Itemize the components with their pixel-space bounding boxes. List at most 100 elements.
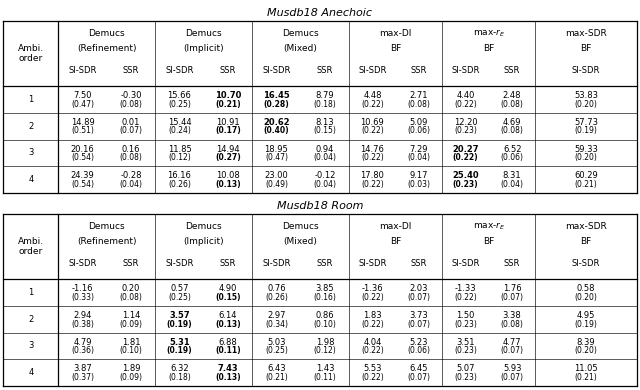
Text: (0.37): (0.37) <box>71 373 94 382</box>
Text: (0.23): (0.23) <box>454 346 477 355</box>
Text: 59.33: 59.33 <box>574 145 598 154</box>
Text: (Mixed): (Mixed) <box>284 44 317 53</box>
Text: (Implicit): (Implicit) <box>184 44 224 53</box>
Text: 0.76: 0.76 <box>267 284 285 293</box>
Text: 1.98: 1.98 <box>316 338 334 347</box>
Text: (0.03): (0.03) <box>408 180 431 189</box>
Text: -0.30: -0.30 <box>120 91 142 100</box>
Text: (0.08): (0.08) <box>408 100 431 109</box>
Text: 4: 4 <box>28 368 33 377</box>
Text: 0.94: 0.94 <box>316 145 334 154</box>
Text: SI-SDR: SI-SDR <box>451 259 480 268</box>
Text: 1: 1 <box>28 288 33 297</box>
Text: (0.40): (0.40) <box>264 126 289 135</box>
Text: SI-SDR: SI-SDR <box>572 259 600 268</box>
Text: 3: 3 <box>28 149 33 158</box>
Text: 3: 3 <box>28 342 33 351</box>
Text: 5.09: 5.09 <box>410 118 428 127</box>
Text: (0.08): (0.08) <box>500 319 524 328</box>
Text: (0.04): (0.04) <box>314 153 337 162</box>
Text: 5.93: 5.93 <box>503 365 522 374</box>
Text: 4.77: 4.77 <box>503 338 522 347</box>
Text: SSR: SSR <box>504 66 520 75</box>
Text: 11.05: 11.05 <box>574 365 598 374</box>
Text: (0.19): (0.19) <box>575 319 598 328</box>
Text: (0.22): (0.22) <box>361 180 384 189</box>
Text: 7.29: 7.29 <box>410 145 428 154</box>
Text: 2.94: 2.94 <box>74 311 92 320</box>
Text: 53.83: 53.83 <box>574 91 598 100</box>
Text: 0.86: 0.86 <box>316 311 334 320</box>
Text: (0.23): (0.23) <box>454 126 477 135</box>
Text: Musdb18 Room: Musdb18 Room <box>276 201 364 211</box>
Text: (0.22): (0.22) <box>454 100 477 109</box>
Text: 5.03: 5.03 <box>267 338 285 347</box>
Text: (0.23): (0.23) <box>454 373 477 382</box>
Text: (0.04): (0.04) <box>408 153 431 162</box>
Text: 3.87: 3.87 <box>73 365 92 374</box>
Text: (0.26): (0.26) <box>168 180 191 189</box>
Text: SSR: SSR <box>411 259 427 268</box>
Text: (0.07): (0.07) <box>408 293 431 302</box>
Text: (0.09): (0.09) <box>120 373 143 382</box>
Text: BF: BF <box>390 238 401 246</box>
Text: (0.25): (0.25) <box>265 346 288 355</box>
Text: (0.15): (0.15) <box>215 293 241 302</box>
Text: 3.38: 3.38 <box>503 311 522 320</box>
Text: (0.06): (0.06) <box>408 346 431 355</box>
Text: Demucs: Demucs <box>88 29 125 38</box>
Text: (0.20): (0.20) <box>575 346 598 355</box>
Text: (0.07): (0.07) <box>500 293 524 302</box>
Text: 0.57: 0.57 <box>170 284 189 293</box>
Text: (0.27): (0.27) <box>215 153 241 162</box>
Text: 1.83: 1.83 <box>363 311 381 320</box>
Text: (0.07): (0.07) <box>500 373 524 382</box>
Text: 0.58: 0.58 <box>577 284 595 293</box>
Text: (0.19): (0.19) <box>166 346 192 355</box>
Text: 3.51: 3.51 <box>456 338 475 347</box>
Text: 8.31: 8.31 <box>503 172 522 181</box>
Text: (0.21): (0.21) <box>575 373 598 382</box>
Text: 25.40: 25.40 <box>452 172 479 181</box>
Text: (0.22): (0.22) <box>361 100 384 109</box>
Text: 15.66: 15.66 <box>168 91 191 100</box>
Text: (0.22): (0.22) <box>452 153 478 162</box>
Text: 10.08: 10.08 <box>216 172 240 181</box>
Text: Musdb18 Anechoic: Musdb18 Anechoic <box>268 8 372 18</box>
Text: max-SDR: max-SDR <box>565 29 607 38</box>
Text: Demucs: Demucs <box>186 29 222 38</box>
Text: 2: 2 <box>28 122 33 131</box>
Text: 10.69: 10.69 <box>360 118 384 127</box>
Text: 20.62: 20.62 <box>263 118 290 127</box>
Text: (0.18): (0.18) <box>168 373 191 382</box>
Text: (0.13): (0.13) <box>215 373 241 382</box>
Text: 1.89: 1.89 <box>122 365 140 374</box>
Text: 2.48: 2.48 <box>503 91 522 100</box>
Text: (0.07): (0.07) <box>408 373 431 382</box>
Text: 60.29: 60.29 <box>574 172 598 181</box>
Text: (0.22): (0.22) <box>361 319 384 328</box>
Text: 6.43: 6.43 <box>267 365 285 374</box>
Text: 3.73: 3.73 <box>410 311 428 320</box>
Text: 24.39: 24.39 <box>70 172 95 181</box>
Text: 2.97: 2.97 <box>267 311 285 320</box>
Text: 18.95: 18.95 <box>264 145 288 154</box>
Text: (0.12): (0.12) <box>314 346 336 355</box>
Text: (0.07): (0.07) <box>500 346 524 355</box>
Text: SI-SDR: SI-SDR <box>165 66 194 75</box>
Text: (0.47): (0.47) <box>71 100 94 109</box>
Text: SI-SDR: SI-SDR <box>68 66 97 75</box>
Text: (0.09): (0.09) <box>120 319 143 328</box>
Text: 6.32: 6.32 <box>170 365 189 374</box>
Text: 0.01: 0.01 <box>122 118 140 127</box>
Text: 14.89: 14.89 <box>70 118 95 127</box>
Text: max-SDR: max-SDR <box>565 222 607 231</box>
Text: 4.04: 4.04 <box>364 338 381 347</box>
Text: (0.38): (0.38) <box>71 319 94 328</box>
Text: 5.31: 5.31 <box>169 338 190 347</box>
Text: 4.90: 4.90 <box>219 284 237 293</box>
Text: 7.43: 7.43 <box>218 365 238 374</box>
Text: SI-SDR: SI-SDR <box>262 259 291 268</box>
Text: (0.12): (0.12) <box>168 153 191 162</box>
Text: (Refinement): (Refinement) <box>77 44 136 53</box>
